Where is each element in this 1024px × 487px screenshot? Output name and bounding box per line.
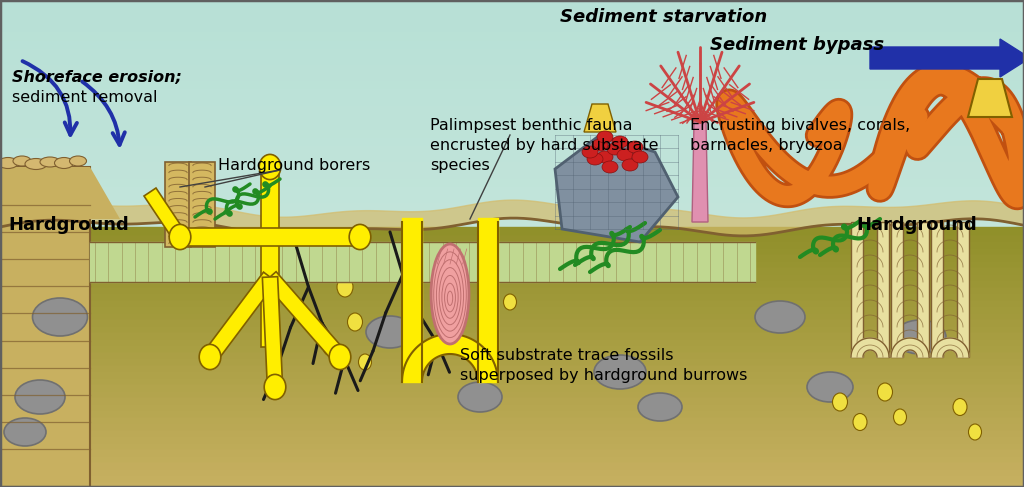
Polygon shape (931, 338, 969, 357)
Text: Sediment starvation: Sediment starvation (560, 8, 767, 26)
Ellipse shape (200, 344, 221, 370)
Text: sediment removal: sediment removal (12, 90, 158, 105)
Polygon shape (189, 162, 215, 247)
Polygon shape (0, 167, 90, 487)
Ellipse shape (70, 156, 86, 166)
Ellipse shape (632, 151, 648, 163)
Ellipse shape (607, 143, 623, 155)
Ellipse shape (504, 294, 516, 310)
Polygon shape (264, 272, 346, 362)
Ellipse shape (366, 316, 414, 348)
Ellipse shape (617, 149, 633, 161)
Text: barnacles, bryozoa: barnacles, bryozoa (690, 138, 843, 153)
Ellipse shape (582, 146, 598, 158)
Ellipse shape (13, 156, 31, 166)
Polygon shape (851, 338, 889, 357)
Text: superposed by hardground burrows: superposed by hardground burrows (460, 368, 748, 383)
Ellipse shape (337, 277, 353, 297)
Ellipse shape (323, 338, 337, 356)
Ellipse shape (431, 244, 469, 344)
Ellipse shape (169, 225, 190, 250)
Ellipse shape (587, 153, 603, 165)
Polygon shape (692, 122, 708, 222)
Ellipse shape (40, 157, 60, 167)
Ellipse shape (329, 344, 351, 370)
Ellipse shape (627, 141, 643, 153)
Ellipse shape (4, 418, 46, 446)
Polygon shape (204, 272, 276, 362)
Ellipse shape (755, 301, 805, 333)
Ellipse shape (482, 268, 498, 286)
Ellipse shape (33, 298, 87, 336)
Polygon shape (262, 277, 283, 387)
Text: Encrusting bivalves, corals,: Encrusting bivalves, corals, (690, 118, 910, 133)
Ellipse shape (0, 157, 18, 169)
Text: Sediment bypass: Sediment bypass (710, 36, 884, 54)
FancyArrow shape (870, 39, 1024, 77)
Polygon shape (891, 222, 903, 357)
Ellipse shape (15, 380, 65, 414)
Ellipse shape (597, 131, 613, 143)
Ellipse shape (807, 372, 853, 402)
Ellipse shape (622, 159, 638, 171)
Text: encrusted by hard substrate: encrusted by hard substrate (430, 138, 658, 153)
Polygon shape (584, 104, 616, 132)
Polygon shape (957, 222, 969, 357)
Ellipse shape (594, 355, 646, 389)
Ellipse shape (25, 158, 47, 169)
Polygon shape (851, 222, 863, 357)
Ellipse shape (878, 383, 893, 401)
Polygon shape (261, 167, 279, 347)
Ellipse shape (264, 375, 286, 400)
Polygon shape (918, 222, 929, 357)
Ellipse shape (458, 382, 502, 412)
Ellipse shape (602, 161, 618, 173)
Polygon shape (555, 135, 678, 242)
Ellipse shape (894, 409, 906, 425)
Polygon shape (402, 334, 498, 382)
Ellipse shape (259, 154, 281, 180)
Polygon shape (931, 222, 943, 357)
Ellipse shape (953, 398, 967, 415)
Text: Hardground: Hardground (856, 216, 977, 234)
Ellipse shape (833, 393, 848, 411)
Polygon shape (891, 338, 929, 357)
Ellipse shape (612, 136, 628, 148)
Text: Hardground borers: Hardground borers (218, 158, 371, 173)
Ellipse shape (638, 393, 682, 421)
Polygon shape (0, 167, 120, 219)
Text: Hardground: Hardground (8, 216, 129, 234)
Text: Soft substrate trace fossils: Soft substrate trace fossils (460, 348, 674, 363)
Text: Shoreface erosion;: Shoreface erosion; (12, 70, 182, 85)
Ellipse shape (894, 320, 946, 354)
Ellipse shape (597, 151, 613, 163)
Ellipse shape (349, 225, 371, 250)
Ellipse shape (592, 139, 608, 151)
Polygon shape (180, 228, 360, 246)
Text: species: species (430, 158, 489, 173)
Text: Palimpsest benthic fauna: Palimpsest benthic fauna (430, 118, 633, 133)
Polygon shape (165, 162, 191, 247)
Polygon shape (968, 79, 1012, 117)
Ellipse shape (358, 354, 372, 370)
Polygon shape (877, 222, 889, 357)
Polygon shape (144, 188, 186, 241)
Ellipse shape (969, 424, 981, 440)
Ellipse shape (853, 413, 867, 431)
Ellipse shape (347, 313, 362, 331)
Ellipse shape (54, 157, 74, 169)
